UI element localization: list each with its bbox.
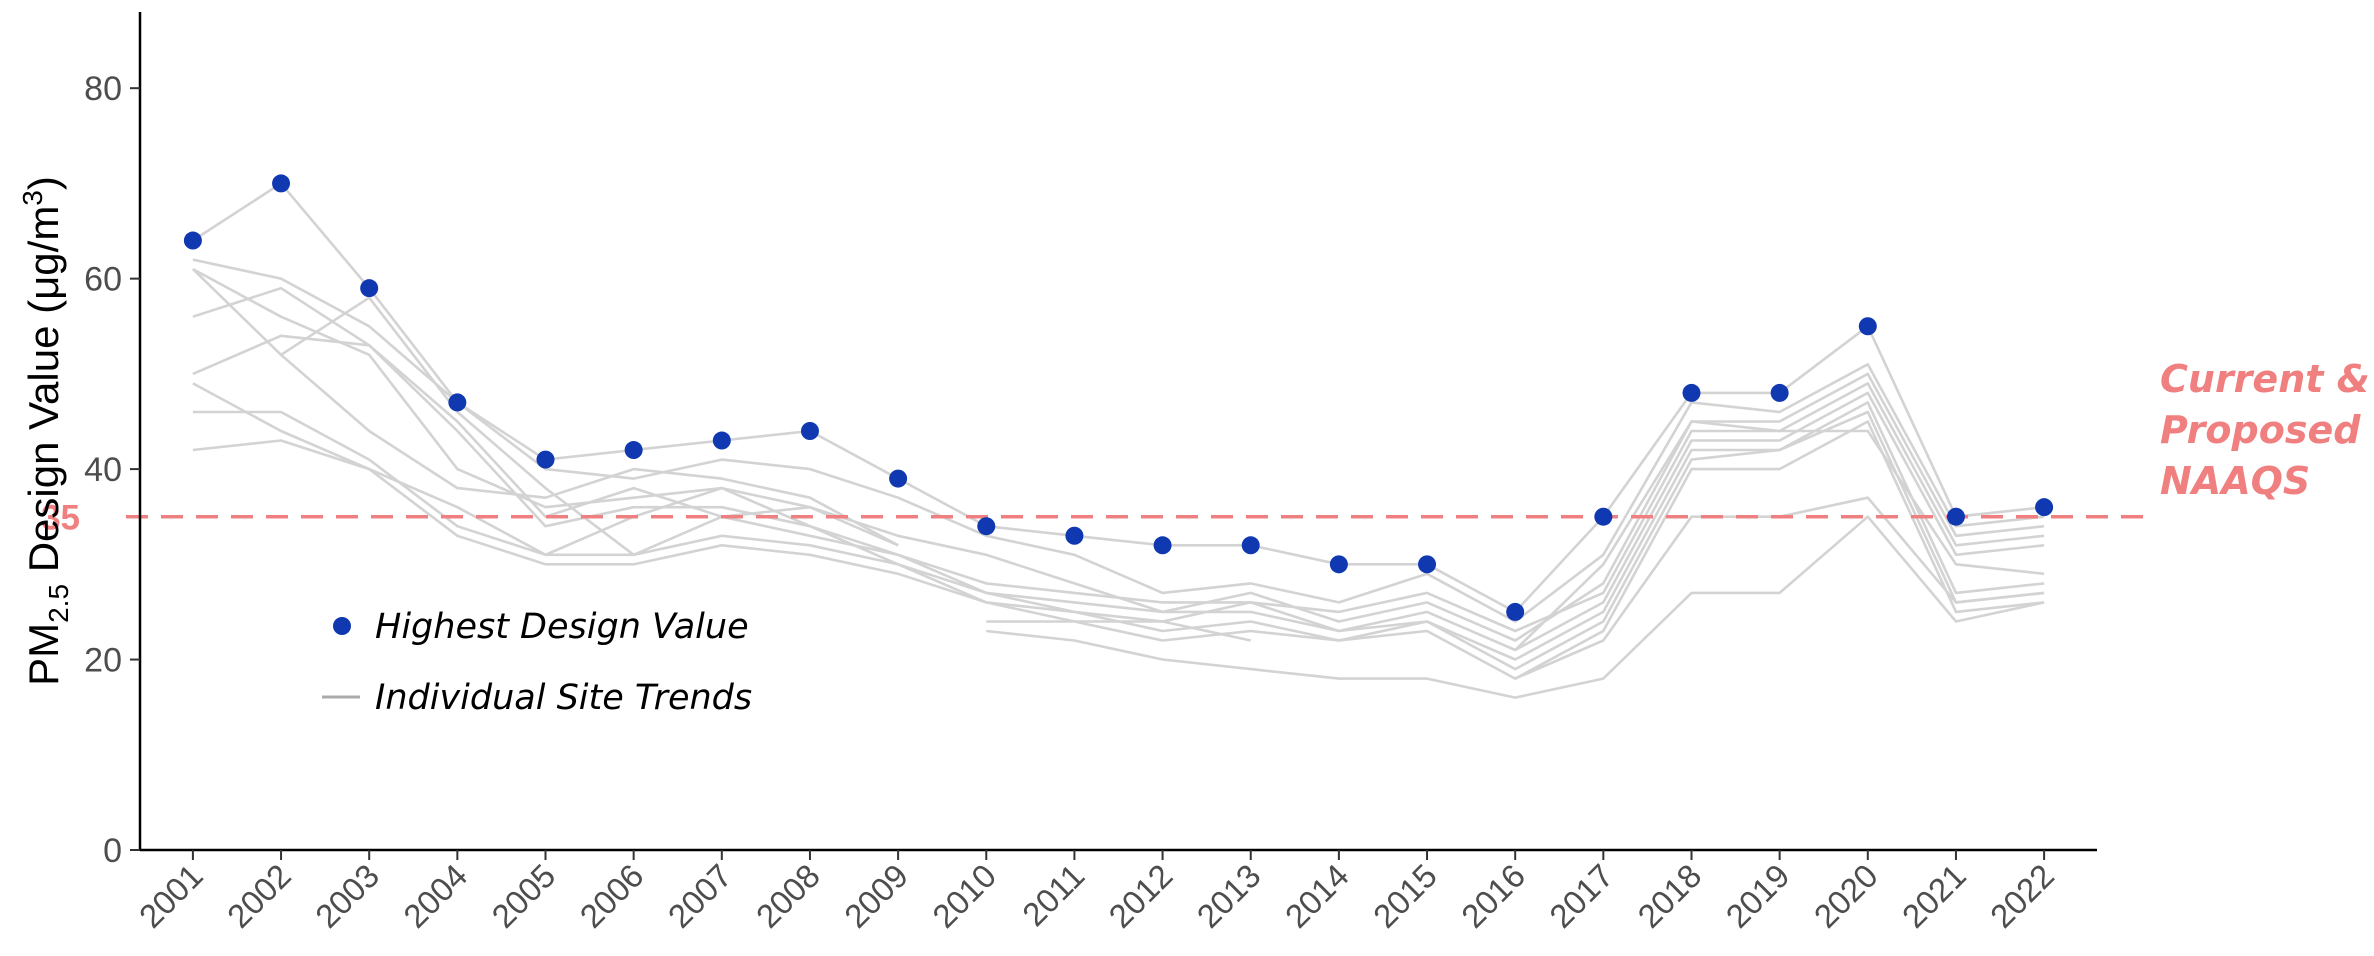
legend: Highest Design Value Individual Site Tren… — [322, 607, 752, 718]
site-trend-line-3 — [192, 267, 2045, 642]
x-tick-label-2010: 2010 — [925, 857, 1003, 935]
site-trend-line-11 — [986, 515, 2045, 699]
x-tick-label-2019: 2019 — [1719, 857, 1797, 935]
site-trend-line-4 — [192, 286, 2045, 633]
naaqs-label-line-3: NAAQS — [2160, 459, 2310, 503]
site-trend-line-1 — [192, 182, 2045, 614]
x-tick-label-2017: 2017 — [1542, 857, 1620, 935]
highest-value-point-2014 — [1329, 555, 1348, 574]
naaqs-value-label: 35 — [41, 499, 80, 538]
highest-value-point-2008 — [800, 422, 819, 440]
site-trend-line-12 — [986, 620, 1251, 642]
naaqs-label-line-1: Current & — [2160, 357, 2370, 401]
x-tick-label-2003: 2003 — [308, 857, 386, 935]
x-tick-label-2013: 2013 — [1190, 857, 1268, 935]
y-tick-label-0: 0 — [103, 832, 122, 870]
site-trend-line-5 — [192, 334, 2045, 652]
legend-label-sites: Individual Site Trends — [375, 678, 752, 718]
y-axis-title-part-5: 3 — [17, 190, 48, 206]
highest-value-point-2022 — [2035, 498, 2054, 517]
highest-value-point-2001 — [183, 231, 202, 250]
site-trend-line-14 — [1514, 420, 2045, 651]
highest-value-point-2015 — [1418, 555, 1437, 574]
y-axis-title-part-6: ) — [20, 176, 67, 190]
highest-value-point-2006 — [624, 441, 643, 460]
highest-value-point-2002 — [272, 174, 291, 193]
y-tick-label-60: 60 — [84, 261, 122, 299]
y-axis-title-part-3: Design Value ( — [20, 300, 67, 584]
x-tick-label-2020: 2020 — [1807, 857, 1885, 935]
highest-value-point-2003 — [360, 279, 379, 298]
x-tick-label-2007: 2007 — [661, 857, 739, 935]
legend-label-highest: Highest Design Value — [375, 607, 749, 647]
x-tick-label-2012: 2012 — [1101, 857, 1179, 935]
highest-value-point-2020 — [1858, 317, 1877, 336]
x-tick-label-2005: 2005 — [484, 857, 562, 935]
x-tick-label-2022: 2022 — [1983, 857, 2061, 935]
y-axis-title-part-1: PM — [20, 623, 67, 686]
highest-value-point-2005 — [536, 450, 555, 469]
highest-value-point-2021 — [1946, 507, 1965, 526]
x-tick-label-2018: 2018 — [1630, 857, 1708, 935]
x-tick-label-2001: 2001 — [132, 857, 210, 935]
x-tick-label-2016: 2016 — [1454, 857, 1532, 935]
x-tick-label-2002: 2002 — [220, 857, 298, 935]
y-tick-label-80: 80 — [84, 70, 122, 108]
y-tick-label-20: 20 — [84, 642, 122, 680]
x-tick-label-2011: 2011 — [1015, 857, 1091, 933]
x-tick-label-2006: 2006 — [573, 857, 651, 935]
highest-value-point-2009 — [889, 469, 908, 488]
x-tick-label-2008: 2008 — [749, 857, 827, 935]
highest-value-point-2013 — [1241, 536, 1260, 555]
highest-value-point-2007 — [712, 431, 731, 450]
y-axis-title-part-2: 2.5 — [43, 584, 74, 623]
highest-value-point-2017 — [1594, 507, 1613, 526]
highest-value-point-2004 — [448, 393, 467, 412]
site-trend-line-6 — [192, 382, 2045, 661]
site-trend-line-9 — [191, 268, 899, 547]
x-tick-label-2014: 2014 — [1278, 857, 1356, 935]
y-axis-title-part-4: μg/m — [20, 206, 67, 300]
site-trend-line-2 — [192, 258, 2045, 623]
x-tick-label-2009: 2009 — [837, 857, 915, 935]
highest-design-value-points — [183, 174, 2054, 621]
site-trend-line-10 — [280, 296, 899, 557]
x-tick-label-2004: 2004 — [396, 857, 474, 935]
highest-value-point-2016 — [1506, 602, 1525, 621]
x-tick-label-2021: 2021 — [1895, 857, 1973, 935]
site-trend-line-8 — [192, 420, 2045, 680]
legend-point-marker — [333, 617, 351, 635]
highest-value-point-2010 — [977, 517, 996, 536]
reference-line-group: 35 Current & Proposed NAAQS — [41, 357, 2370, 538]
highest-value-point-2019 — [1770, 383, 1789, 402]
highest-value-point-2018 — [1682, 383, 1701, 402]
naaqs-label-line-2: Proposed — [2160, 408, 2361, 452]
x-tick-label-2015: 2015 — [1366, 857, 1444, 935]
highest-value-point-2011 — [1065, 526, 1084, 545]
y-tick-label-40: 40 — [84, 451, 122, 489]
y-axis-title: PM2.5 Design Value (μg/m3) — [17, 176, 74, 686]
highest-value-point-2012 — [1153, 536, 1172, 555]
